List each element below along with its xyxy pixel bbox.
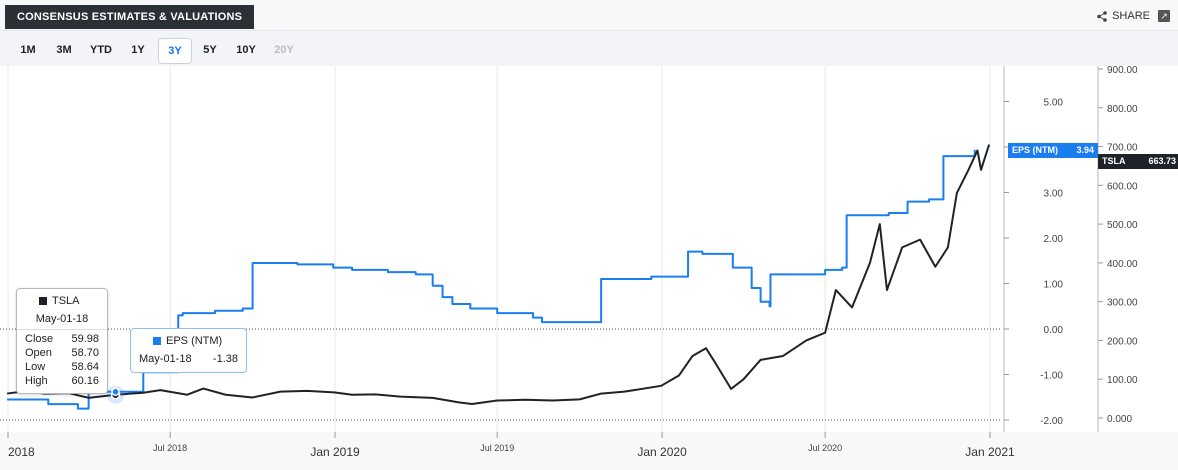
right-axis-tick-label: 600.00 xyxy=(1107,181,1138,192)
left-axis-tick-label: 2.00 xyxy=(1044,234,1064,245)
right-axis-tick-label: 800.00 xyxy=(1107,104,1138,115)
x-axis-tick-label: Jan 2020 xyxy=(637,445,687,459)
eps-tooltip-name: EPS (NTM) xyxy=(166,335,223,347)
x-axis-tick-label: Jan 2019 xyxy=(310,445,360,459)
tooltip-key: Close xyxy=(25,333,54,345)
eps-tooltip: EPS (NTM) May-01-18 -1.38 xyxy=(130,328,247,373)
eps-flag-value: 3.94 xyxy=(1076,145,1094,155)
x-axis-tick-label: 2018 xyxy=(8,445,35,459)
tooltip-value: 59.98 xyxy=(71,333,99,345)
left-axis-tick-label: -1.00 xyxy=(1040,371,1063,382)
tsla-flag-value: 663.73 xyxy=(1148,156,1176,166)
range-button-20y: 20Y xyxy=(274,44,294,56)
tooltip-value: 60.16 xyxy=(71,375,99,387)
eps-tooltip-date: May-01-18 xyxy=(139,353,192,365)
tsla-tooltip-date: May-01-18 xyxy=(35,313,89,325)
left-axis-tick-label: 0.00 xyxy=(1044,325,1064,336)
left-axis-tick-label: 5.00 xyxy=(1044,98,1064,109)
range-button-1m[interactable]: 1M xyxy=(20,44,36,56)
right-axis-tick-label: 300.00 xyxy=(1107,298,1138,309)
eps-legend-swatch xyxy=(153,337,161,346)
right-axis-tick-label: 900.00 xyxy=(1107,65,1138,76)
tooltip-key: Open xyxy=(25,347,52,359)
x-axis-tick-label: Jan 2021 xyxy=(965,445,1015,459)
tsla-tooltip-row-open: Open 58.70 xyxy=(25,347,99,359)
x-axis-band xyxy=(0,432,1178,470)
tsla-tooltip-row-high: High 60.16 xyxy=(25,375,99,387)
tooltip-value: 58.64 xyxy=(71,361,99,373)
eps-flag-label: EPS (NTM) xyxy=(1012,145,1058,155)
range-selector: 1M 3M YTD 1Y 3Y 5Y 10Y 20Y xyxy=(0,30,1178,67)
eps-tooltip-value: -1.38 xyxy=(212,353,238,365)
tsla-tooltip-divider xyxy=(17,329,107,330)
tsla-last-value-flag: TSLA 663.73 xyxy=(1098,154,1178,169)
eps-tooltip-title: EPS (NTM) xyxy=(153,335,222,347)
left-axis-tick-label: 1.00 xyxy=(1044,280,1064,291)
tsla-flag-label: TSLA xyxy=(1102,156,1126,166)
expand-icon[interactable]: ↗ xyxy=(1158,10,1170,22)
tsla-tooltip-row-close: Close 59.98 xyxy=(25,333,99,345)
range-button-10y[interactable]: 10Y xyxy=(236,44,256,56)
right-axis-tick-label: 0.000 xyxy=(1107,414,1132,425)
tooltip-key: High xyxy=(25,375,48,387)
y-axis-band xyxy=(1002,66,1178,432)
range-button-1y[interactable]: 1Y xyxy=(131,44,145,56)
right-axis-tick-label: 700.00 xyxy=(1107,143,1138,154)
left-axis-tick-label: -2.00 xyxy=(1040,416,1063,427)
eps-hover-point xyxy=(111,387,120,397)
tsla-series-line xyxy=(6,144,991,406)
range-button-3m[interactable]: 3M xyxy=(56,44,72,56)
range-button-5y[interactable]: 5Y xyxy=(203,44,217,56)
x-axis-tick-label: Jul 2020 xyxy=(808,443,842,453)
tsla-legend-swatch xyxy=(39,297,47,306)
tsla-tooltip-name: TSLA xyxy=(52,295,80,307)
share-label: SHARE xyxy=(1112,10,1150,22)
tsla-tooltip-title: TSLA xyxy=(39,295,80,307)
right-axis-tick-label: 500.00 xyxy=(1107,220,1138,231)
tooltip-value: 58.70 xyxy=(71,347,99,359)
eps-tooltip-row: May-01-18 -1.38 xyxy=(139,353,238,365)
tooltip-key: Low xyxy=(25,361,46,373)
right-axis-tick-label: 400.00 xyxy=(1107,259,1138,270)
right-axis-tick-label: 100.00 xyxy=(1107,375,1138,386)
panel-title: CONSENSUS ESTIMATES & VALUATIONS xyxy=(5,5,255,29)
eps-last-value-flag: EPS (NTM) 3.94 xyxy=(1008,143,1098,158)
range-button-ytd[interactable]: YTD xyxy=(90,44,112,56)
eps-series-line xyxy=(7,149,976,410)
tsla-tooltip: TSLA May-01-18 Close 59.98 Open 58.70 Low 58.… xyxy=(16,288,108,394)
tsla-tooltip-row-low: Low 58.64 xyxy=(25,361,99,373)
right-axis-tick-label: 200.00 xyxy=(1107,336,1138,347)
left-axis-tick-label: 3.00 xyxy=(1044,189,1064,200)
share-icon xyxy=(1097,10,1107,22)
x-axis-tick-label: Jul 2018 xyxy=(153,443,187,453)
plot-area xyxy=(0,66,1002,432)
x-axis-tick-label: Jul 2019 xyxy=(480,443,514,453)
share-button[interactable]: SHARE xyxy=(1097,10,1150,22)
range-button-3y[interactable]: 3Y xyxy=(158,38,192,64)
header-bar: CONSENSUS ESTIMATES & VALUATIONS SHARE ↗ xyxy=(0,0,1178,30)
